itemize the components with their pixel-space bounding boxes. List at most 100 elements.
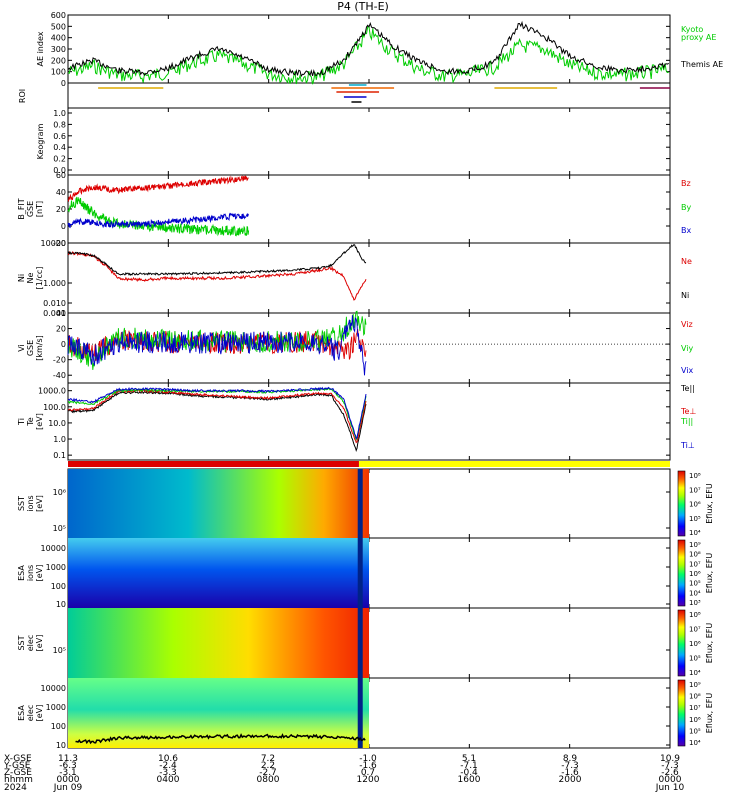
x-row-label-xgse: X-GSE bbox=[4, 754, 32, 764]
sst-elec-ylabel: SST elec [eV] bbox=[17, 635, 44, 652]
density-ylabel-line-1: Ne bbox=[26, 272, 35, 283]
esa-elec-colorbar-label: Eflux, EFU bbox=[705, 693, 714, 734]
velocity-ytick-label-1: -20 bbox=[53, 356, 66, 365]
ae-ytick-label-0: 0 bbox=[61, 79, 66, 88]
mode-bar-yellow bbox=[363, 461, 670, 467]
sst-ions-colorbar bbox=[677, 470, 686, 537]
temperature-legend-1: Te⊥ bbox=[680, 407, 696, 416]
bfield-line-by bbox=[67, 196, 250, 237]
x-tick-4-y: -7.1 bbox=[460, 761, 478, 771]
ae-ytick-label-3: 300 bbox=[51, 45, 66, 54]
density-ylabel-line-0: Ni bbox=[17, 274, 26, 282]
esa-elec-colorbar-tick-3: 10⁶ bbox=[689, 716, 701, 724]
ae-legend-kyoto-0: Kyoto bbox=[681, 25, 703, 34]
x-tick-0-t: 0000 bbox=[57, 775, 80, 785]
sst-elec-colorbar-label: Eflux, EFU bbox=[705, 623, 714, 664]
temperature-legend-3: Ti⊥ bbox=[680, 441, 695, 450]
bfield-ytick-label-3: 40 bbox=[56, 188, 66, 197]
x-tick-6-y: -7.3 bbox=[661, 761, 679, 771]
temperature-ylabel-line-2: [eV] bbox=[35, 413, 44, 430]
sst-ions-colorbar-tick-3: 10⁵ bbox=[689, 515, 701, 523]
x-tick-5-y: -7.3 bbox=[561, 761, 579, 771]
sst-ions-colorbar-tick-1: 10⁷ bbox=[689, 486, 701, 494]
sst-elec-ytick-label-0: 10⁵ bbox=[53, 646, 66, 655]
velocity-ytick-label-4: 40 bbox=[56, 309, 66, 318]
keogram-ylabel-line-0: Keogram bbox=[36, 123, 45, 159]
temperature-line-3 bbox=[68, 386, 367, 440]
ae-ylabel: AE index bbox=[36, 31, 45, 66]
bfield-ylabel-line-1: GSE bbox=[26, 201, 35, 217]
esa-elec-colorbar-tick-4: 10⁵ bbox=[689, 727, 701, 735]
mode-bar-red bbox=[68, 461, 359, 467]
velocity-ylabel-line-2: [km/s] bbox=[35, 335, 44, 361]
esa-elec-potential-line bbox=[75, 733, 366, 745]
ae-ytick-label-2: 200 bbox=[51, 56, 66, 65]
x-tick-5-x: 8.9 bbox=[563, 754, 578, 764]
x-row-label-zgse: Z-GSE bbox=[4, 768, 32, 778]
sst-ions-colorbar-label-text: Eflux, EFU bbox=[705, 483, 714, 524]
bfield-legend-by: By bbox=[681, 203, 691, 212]
bfield-ylabel: B_FIT GSE [nT] bbox=[17, 198, 44, 219]
x-tick-3-x: -1.0 bbox=[359, 754, 377, 764]
ae-legend-kyoto-1: proxy AE bbox=[681, 33, 716, 42]
esa-elec-colorbar-tick-1: 10⁸ bbox=[689, 693, 701, 701]
velocity-legend-viy: Viy bbox=[681, 344, 694, 353]
velocity-legend-viz: Viz bbox=[681, 320, 693, 329]
temperature-line-1 bbox=[67, 389, 367, 444]
temperature-ytick-label-0: 1000.0 bbox=[38, 387, 66, 396]
roi-ylabel-line-0: ROI bbox=[18, 89, 27, 103]
keogram-panel-frame bbox=[67, 107, 671, 176]
x-row-label-year: 2024 bbox=[4, 783, 27, 793]
x-row-label-hhmm: hhmm bbox=[4, 775, 33, 785]
x-tick-1-x: 10.6 bbox=[158, 754, 178, 764]
bfield-line-bx bbox=[67, 212, 250, 229]
sst-ions-ytick-label-0: 10⁶ bbox=[53, 488, 66, 497]
sst-elec-gap-band bbox=[357, 608, 363, 678]
esa-ions-ylabel: ESA ions [eV] bbox=[17, 565, 44, 582]
bfield-ytick-label-4: 60 bbox=[56, 171, 66, 180]
density-legend-ni: Ni bbox=[681, 291, 689, 300]
velocity-ylabel-line-1: GSE bbox=[26, 340, 35, 356]
esa-ions-spectrogram bbox=[68, 538, 369, 608]
esa-elec-colorbar-tick-5: 10⁴ bbox=[689, 739, 701, 747]
sst-elec-ylabel-line-0: SST bbox=[17, 635, 26, 650]
esa-elec-ylabel-line-0: ESA bbox=[17, 705, 26, 721]
ae-ytick-label-6: 600 bbox=[51, 11, 66, 20]
esa-ions-colorbar-tick-3: 10⁶ bbox=[689, 570, 701, 578]
velocity-ytick-label-3: 20 bbox=[56, 325, 66, 334]
sst-ions-colorbar-tick-0: 10⁸ bbox=[689, 472, 701, 480]
sst-elec-spectrogram bbox=[68, 608, 369, 678]
esa-elec-colorbar-label-text: Eflux, EFU bbox=[705, 693, 714, 734]
x-tick-6-x: 10.9 bbox=[660, 754, 680, 764]
esa-ions-colorbar-tick-2: 10⁷ bbox=[689, 560, 701, 568]
esa-elec-colorbar bbox=[677, 679, 686, 747]
sst-elec-ylabel-line-1: elec bbox=[26, 635, 35, 651]
sst-ions-colorbar-label: Eflux, EFU bbox=[705, 483, 714, 524]
x-tick-3-y: -1.6 bbox=[359, 761, 377, 771]
x-tick-5-z: -1.6 bbox=[561, 768, 579, 778]
ae-kyoto-line bbox=[67, 26, 669, 85]
sst-elec-colorbar bbox=[677, 609, 686, 677]
x-tick-5-t: 2000 bbox=[559, 775, 582, 785]
sst-elec-colorbar-tick-4: 10⁴ bbox=[689, 669, 701, 677]
density-line-ni bbox=[67, 244, 367, 276]
temperature-legend-0: Te|| bbox=[680, 384, 695, 393]
x-tick-0-d: Jun 09 bbox=[53, 783, 83, 793]
x-tick-2-x: 7.2 bbox=[261, 754, 275, 764]
esa-elec-ytick-label-0: 10000 bbox=[41, 684, 66, 693]
density-legend-ne: Ne bbox=[681, 257, 692, 266]
x-tick-0-x: 11.3 bbox=[58, 754, 78, 764]
ae-ytick-label-5: 500 bbox=[51, 22, 66, 31]
temperature-legend-2: Ti|| bbox=[680, 417, 693, 426]
esa-ions-colorbar-label: Eflux, EFU bbox=[705, 553, 714, 594]
x-tick-2-y: 2.2 bbox=[261, 761, 275, 771]
temperature-line-0 bbox=[68, 390, 367, 452]
ae-ylabel-line-0: AE index bbox=[36, 31, 45, 66]
sst-ions-ylabel-line-1: ions bbox=[26, 495, 35, 511]
ae-legend-themis: Themis AE bbox=[680, 60, 723, 69]
x-tick-6-t: 0000 bbox=[659, 775, 682, 785]
esa-ions-ylabel-line-2: [eV] bbox=[35, 565, 44, 582]
keogram-ytick-label-4: 0.8 bbox=[53, 120, 66, 129]
esa-elec-colorbar-tick-2: 10⁷ bbox=[689, 704, 701, 712]
